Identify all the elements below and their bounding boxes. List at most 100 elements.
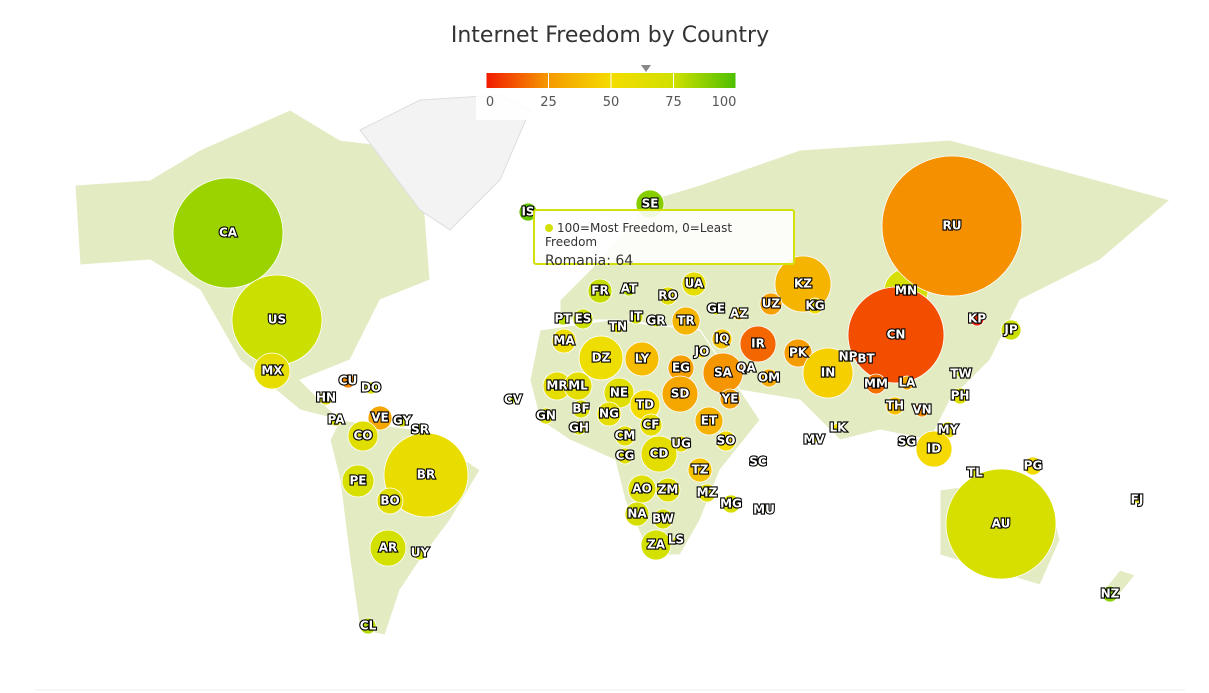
tooltip-label: Romania: 64 — [545, 253, 634, 269]
country-code: CN — [887, 328, 906, 342]
country-code: VE — [371, 411, 388, 425]
country-code: AZ — [730, 307, 748, 321]
country — [1000, 319, 1022, 341]
country-code: NZ — [1101, 587, 1120, 601]
country — [395, 414, 409, 428]
country — [649, 314, 663, 328]
country — [1133, 496, 1141, 504]
country — [347, 420, 379, 452]
country — [759, 292, 783, 316]
country-code: SG — [898, 435, 917, 449]
country — [172, 177, 284, 289]
country — [318, 390, 334, 406]
country — [694, 406, 724, 436]
country — [806, 297, 824, 315]
country — [847, 286, 945, 384]
country — [614, 425, 636, 447]
country — [616, 447, 634, 465]
country-code: HN — [316, 391, 336, 405]
country — [551, 328, 577, 354]
country-code: LK — [830, 421, 848, 435]
country — [810, 436, 818, 444]
country-code: BW — [652, 512, 674, 526]
country-code: MX — [261, 364, 283, 378]
legend-marker — [641, 65, 651, 72]
country — [611, 320, 625, 334]
country-code: VN — [912, 403, 931, 417]
country-code: TD — [636, 398, 654, 412]
country — [556, 312, 570, 326]
country — [709, 302, 723, 316]
country — [687, 457, 713, 483]
country — [969, 311, 985, 327]
country — [340, 373, 356, 389]
country-code: PE — [350, 474, 367, 488]
greenland — [359, 94, 531, 231]
country — [672, 536, 680, 544]
country — [658, 286, 678, 306]
country-code: PH — [951, 389, 970, 403]
country — [951, 387, 969, 405]
country — [621, 281, 637, 297]
tooltip-series: 100=Most Freedom, 0=Least Freedom — [545, 221, 733, 249]
country-code: ES — [575, 312, 592, 326]
country-code: BR — [417, 468, 435, 482]
country-code: TN — [609, 320, 627, 334]
country-code: BF — [572, 402, 589, 416]
country — [652, 508, 674, 530]
country — [697, 483, 717, 503]
country-code: JO — [694, 345, 710, 359]
country — [364, 381, 378, 395]
country — [1101, 585, 1119, 603]
country — [376, 487, 404, 515]
country-code: EG — [672, 361, 690, 375]
country-code: NP — [839, 350, 858, 364]
country — [739, 325, 777, 363]
country-code: ML — [568, 379, 588, 393]
country-code: KG — [805, 299, 824, 313]
legend-tick-label: 75 — [665, 95, 682, 110]
country-code: TZ — [692, 463, 709, 477]
country-code: BO — [380, 494, 399, 508]
country — [587, 278, 613, 304]
country-code: MY — [938, 423, 959, 437]
country — [832, 422, 844, 434]
legend: 0 25 50 75 100 — [485, 65, 737, 110]
country-code: ET — [701, 414, 718, 428]
country — [563, 371, 593, 401]
country-code: MU — [753, 503, 775, 517]
country — [715, 430, 737, 452]
country-code: QA — [736, 361, 756, 375]
country-code: SO — [717, 434, 736, 448]
country-code: TL — [967, 466, 983, 480]
country — [681, 271, 707, 297]
country-code: AR — [379, 541, 398, 555]
country — [571, 399, 591, 419]
country-code: AT — [621, 282, 638, 296]
country — [578, 335, 624, 381]
country — [732, 307, 746, 321]
country-code: IR — [751, 337, 765, 351]
country — [1023, 456, 1043, 476]
country — [956, 369, 966, 379]
country — [759, 368, 779, 388]
country-code: DZ — [592, 351, 611, 365]
country-code: UA — [685, 277, 704, 291]
country-code: NA — [627, 507, 647, 521]
country-code: RU — [943, 219, 962, 233]
country — [783, 338, 813, 368]
country-code: IQ — [715, 332, 730, 346]
country-code: UG — [671, 437, 691, 451]
country — [721, 494, 741, 514]
country-code: GE — [707, 302, 725, 316]
country-code: PG — [1024, 459, 1043, 473]
country-code: BT — [857, 352, 875, 366]
country — [754, 458, 762, 466]
country — [639, 413, 663, 437]
legend-tick-label: 100 — [712, 95, 737, 110]
country-code: FR — [591, 284, 608, 298]
country-code: UZ — [762, 297, 781, 311]
country-code: RO — [658, 289, 677, 303]
country — [885, 396, 905, 416]
